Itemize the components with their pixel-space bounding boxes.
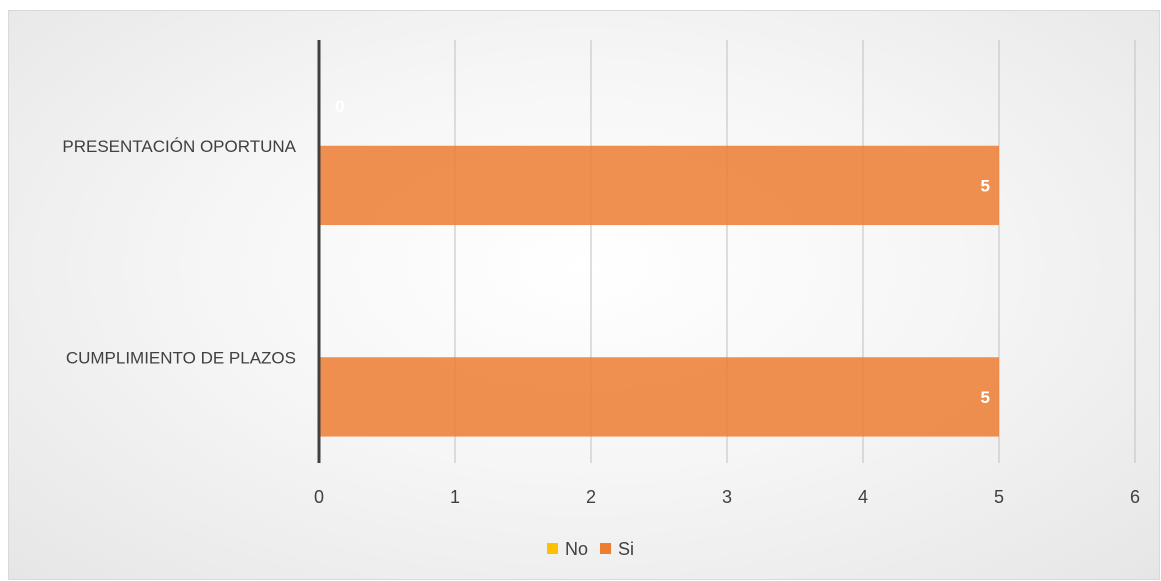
- data-label-si-1: 5: [981, 176, 990, 195]
- legend: No Si: [547, 539, 634, 559]
- x-tick-label-5: 5: [994, 487, 1004, 507]
- bar-si-2: [319, 357, 999, 437]
- legend-swatch-no: [547, 543, 558, 554]
- legend-label-no: No: [565, 539, 588, 559]
- chart-area: [8, 10, 1160, 580]
- bars: [319, 145, 999, 437]
- data-label-si-2: 5: [981, 388, 990, 407]
- x-tick-label-1: 1: [450, 487, 460, 507]
- data-labels: 0 5 5: [335, 97, 990, 407]
- category-labels: PRESENTACIÓN OPORTUNA CUMPLIMIENTO DE PLA…: [62, 137, 296, 368]
- data-label-no-1: 0: [335, 97, 344, 116]
- x-tick-label-2: 2: [586, 487, 596, 507]
- x-tick-label-0: 0: [314, 487, 324, 507]
- legend-swatch-si: [600, 543, 612, 554]
- category-label-1: PRESENTACIÓN OPORTUNA: [62, 137, 296, 156]
- legend-label-si: Si: [618, 539, 634, 559]
- tick-labels: 0 1 2 3 4 5 6: [314, 487, 1140, 507]
- x-tick-label-6: 6: [1130, 487, 1140, 507]
- x-tick-label-3: 3: [722, 487, 732, 507]
- category-label-2: CUMPLIMIENTO DE PLAZOS: [66, 348, 296, 367]
- x-tick-label-4: 4: [858, 487, 868, 507]
- bar-si-1: [319, 145, 999, 226]
